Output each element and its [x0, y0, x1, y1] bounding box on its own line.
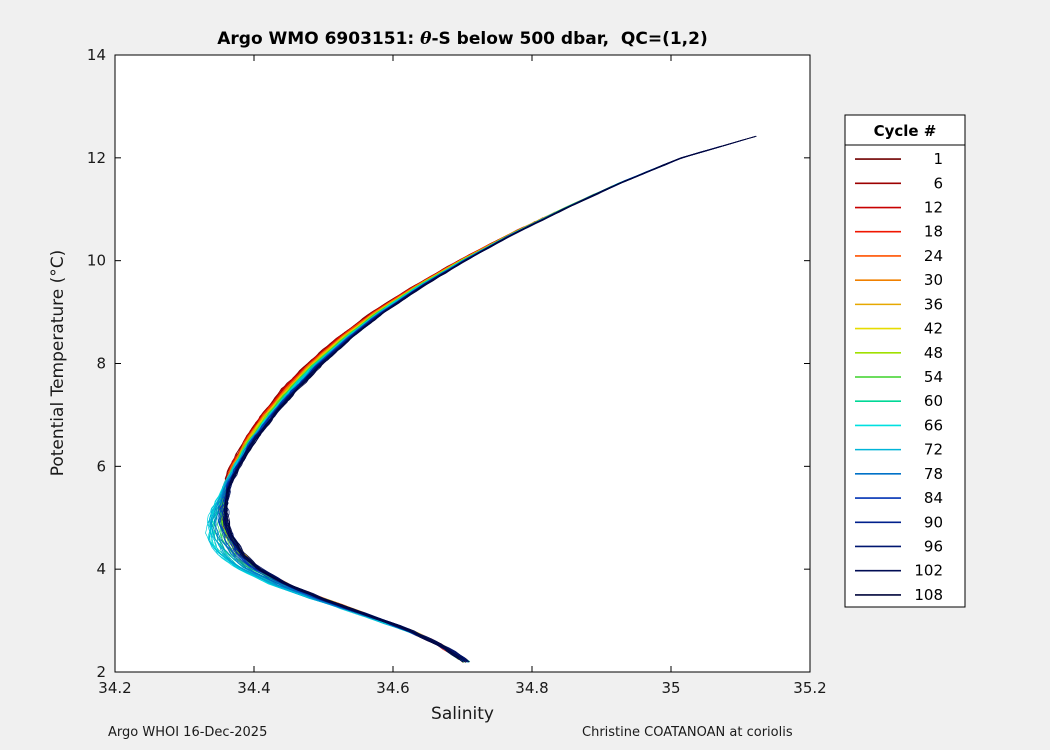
y-tick-label: 12	[87, 149, 106, 167]
theta-symbol: θ	[420, 29, 432, 49]
legend-label-24: 24	[924, 247, 943, 265]
legend-label-54: 54	[924, 368, 943, 386]
legend-label-42: 42	[924, 320, 943, 338]
legend-label-6: 6	[933, 174, 943, 192]
x-tick-label: 35.2	[793, 679, 826, 697]
chart-title-prefix: Argo WMO 6903151:	[217, 29, 421, 49]
cycle-profile-line	[223, 136, 756, 663]
legend-label-66: 66	[924, 416, 943, 434]
x-tick-label: 34.8	[515, 679, 548, 697]
legend-label-1: 1	[933, 150, 943, 168]
legend-label-78: 78	[924, 465, 943, 483]
legend-label-30: 30	[924, 271, 943, 289]
legend-title: Cycle #	[874, 122, 937, 140]
plot-area-background	[115, 55, 810, 672]
x-tick-label: 35	[661, 679, 680, 697]
legend-label-36: 36	[924, 295, 943, 313]
y-tick-label: 2	[96, 663, 106, 681]
profile-lines-group	[205, 135, 757, 663]
legend-label-60: 60	[924, 392, 943, 410]
legend-label-18: 18	[924, 223, 943, 241]
legend-label-96: 96	[924, 537, 943, 555]
y-tick-label: 4	[96, 560, 106, 578]
x-axis-label: Salinity	[431, 704, 494, 724]
y-tick-label: 10	[87, 252, 106, 270]
x-tick-label: 34.2	[98, 679, 131, 697]
legend-label-102: 102	[914, 562, 943, 580]
chart-title: Argo WMO 6903151: θ-S below 500 dbar, QC…	[115, 29, 810, 49]
chart-title-suffix: -S below 500 dbar, QC=(1,2)	[431, 29, 708, 49]
footer-credit-left: Argo WHOI 16-Dec-2025	[108, 725, 268, 740]
legend-label-12: 12	[924, 199, 943, 217]
legend-label-108: 108	[914, 586, 943, 604]
legend-label-72: 72	[924, 441, 943, 459]
y-tick-label: 6	[96, 457, 106, 475]
legend: Cycle # 1 6 12 18 24 30 36 42 48 54 60 66 72 78 84 90 96 1…	[844, 114, 966, 608]
legend-label-84: 84	[924, 489, 943, 507]
legend-box	[844, 114, 966, 608]
footer-credit-right: Christine COATANOAN at coriolis	[582, 725, 793, 740]
legend-label-48: 48	[924, 344, 943, 362]
y-tick-label: 14	[87, 46, 106, 64]
x-tick-label: 34.6	[376, 679, 409, 697]
y-tick-label: 8	[96, 355, 106, 373]
legend-label-90: 90	[924, 513, 943, 531]
x-tick-label: 34.4	[237, 679, 270, 697]
